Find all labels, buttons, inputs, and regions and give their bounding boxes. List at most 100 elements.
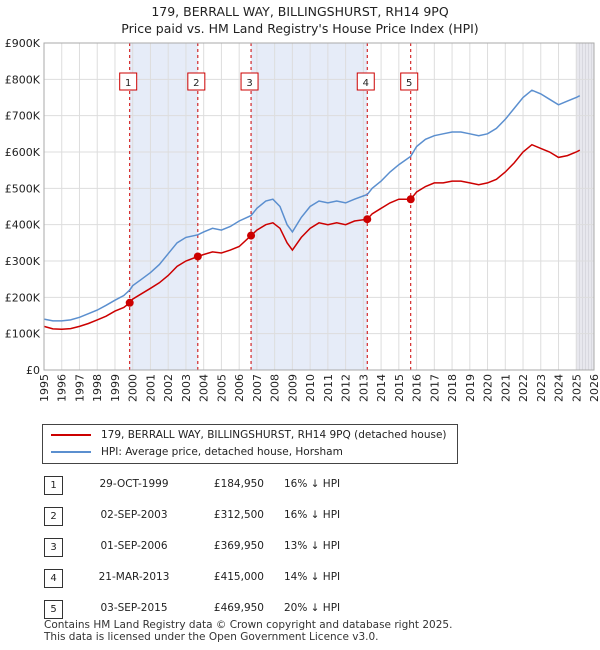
transaction-hpi: 13% ↓ HPI [284, 540, 341, 552]
table-row: 2 02-SEP-2003 £312,500 16% ↓ HPI [44, 503, 464, 534]
x-tick-label: 2025 [570, 374, 583, 402]
x-tick-label: 1998 [91, 374, 104, 402]
transaction-date: 02-SEP-2003 [100, 509, 168, 521]
table-row: 4 21-MAR-2013 £415,000 14% ↓ HPI [44, 565, 464, 596]
transaction-date: 03-SEP-2015 [100, 602, 168, 614]
chart-title: 179, BERRALL WAY, BILLINGSHURST, RH14 9P… [0, 3, 600, 37]
x-tick-label: 1997 [73, 374, 86, 402]
x-tick-label: 2016 [411, 374, 424, 402]
legend-label-property: 179, BERRALL WAY, BILLINGSHURST, RH14 9P… [101, 429, 447, 441]
transaction-hpi: 20% ↓ HPI [284, 602, 341, 614]
series-line [43, 89, 581, 322]
x-tick-label: 2010 [304, 374, 317, 402]
marker-label: 5 [406, 78, 412, 89]
x-tick-label: 2017 [428, 374, 441, 402]
y-tick-label: £100K [5, 328, 41, 341]
title-line-1: 179, BERRALL WAY, BILLINGSHURST, RH14 9P… [151, 4, 449, 19]
x-tick-label: 2003 [180, 374, 193, 402]
transaction-number: 4 [44, 569, 63, 588]
table-row: 1 29-OCT-1999 £184,950 16% ↓ HPI [44, 472, 464, 503]
y-tick-label: £600K [5, 146, 41, 159]
marker-label: 4 [363, 78, 369, 89]
transaction-hpi: 16% ↓ HPI [284, 509, 341, 521]
transaction-price: £415,000 [213, 571, 264, 583]
transaction-point [406, 195, 415, 204]
y-tick-label: £700K [5, 110, 41, 123]
x-tick-label: 2011 [322, 374, 335, 402]
legend-label-hpi: HPI: Average price, detached house, Hors… [101, 446, 343, 458]
transaction-date: 01-SEP-2006 [100, 540, 168, 552]
legend: 179, BERRALL WAY, BILLINGSHURST, RH14 9P… [42, 424, 458, 464]
price-chart: 1 2 3 4 5 £0 £100K £200K £300K £400K £500K £600K £70… [5, 37, 600, 402]
x-tick-label: 2020 [482, 374, 495, 402]
x-tick-label: 2007 [251, 374, 264, 402]
x-tick-label: 1996 [56, 374, 69, 402]
x-tick-label: 2024 [553, 374, 566, 402]
transaction-point [193, 252, 202, 261]
footer-line-1: Contains HM Land Registry data © Crown c… [44, 619, 453, 631]
transaction-date: 21-MAR-2013 [98, 571, 170, 583]
x-tick-label: 2000 [127, 374, 140, 402]
x-tick-label: 2026 [588, 374, 600, 402]
transaction-hpi: 14% ↓ HPI [284, 571, 341, 583]
x-tick-label: 2023 [535, 374, 548, 402]
table-row: 3 01-SEP-2006 £369,950 13% ↓ HPI [44, 534, 464, 565]
marker-box [240, 72, 259, 91]
x-tick-label: 2012 [340, 374, 353, 402]
marker-label: 2 [193, 78, 199, 89]
y-tick-label: £800K [5, 73, 41, 86]
x-tick-label: 2001 [144, 374, 157, 402]
y-tick-label: £900K [5, 37, 41, 50]
x-tick-label: 2021 [499, 374, 512, 402]
marker-box [187, 72, 206, 91]
transaction-point [125, 298, 134, 307]
marker-label: 1 [125, 78, 131, 89]
x-tick-label: 2009 [286, 374, 299, 402]
y-tick-label: £200K [5, 291, 41, 304]
transaction-number: 1 [44, 476, 63, 495]
x-tick-label: 2019 [464, 374, 477, 402]
x-tick-label: 2022 [517, 374, 530, 402]
y-tick-label: £400K [5, 219, 41, 232]
marker-box [356, 72, 375, 91]
transaction-number: 2 [44, 507, 63, 526]
transaction-price: £369,950 [213, 540, 264, 552]
y-tick-label: £0 [26, 364, 40, 377]
x-tick-label: 2005 [215, 374, 228, 402]
plot-border [43, 42, 595, 371]
transaction-price: £469,950 [213, 602, 264, 614]
x-tick-label: 2002 [162, 374, 175, 402]
legend-item-hpi: HPI: Average price, detached house, Hors… [51, 444, 343, 460]
x-tick-label: 2008 [269, 374, 282, 402]
footer-line-2: This data is licensed under the Open Gov… [44, 631, 379, 643]
y-tick-label: £500K [5, 182, 41, 195]
x-tick-label: 2013 [357, 374, 370, 402]
shaded-period [129, 43, 198, 370]
footer: Contains HM Land Registry data © Crown c… [44, 619, 452, 643]
transaction-point [363, 215, 372, 224]
x-tick-label: 1999 [109, 374, 122, 402]
marker-label: 3 [246, 78, 252, 89]
legend-swatch-hpi [51, 451, 91, 453]
title-line-2: Price paid vs. HM Land Registry's House … [121, 21, 479, 36]
transaction-date: 29-OCT-1999 [99, 478, 169, 490]
transactions-table: 1 29-OCT-1999 £184,950 16% ↓ HPI 2 02-SE… [44, 472, 464, 627]
legend-item-property: 179, BERRALL WAY, BILLINGSHURST, RH14 9P… [51, 427, 447, 443]
marker-box [119, 72, 138, 91]
transaction-number: 5 [44, 600, 63, 619]
transaction-price: £312,500 [213, 509, 264, 521]
table-row: 5 03-SEP-2015 £469,950 20% ↓ HPI [44, 596, 464, 627]
x-tick-label: 2006 [233, 374, 246, 402]
transaction-price: £184,950 [213, 478, 264, 490]
x-tick-label: 2004 [198, 374, 211, 402]
transaction-hpi: 16% ↓ HPI [284, 478, 341, 490]
y-tick-label: £300K [5, 255, 41, 268]
marker-box [400, 72, 419, 91]
legend-swatch-property [51, 434, 91, 436]
transaction-point [247, 231, 256, 240]
transaction-number: 3 [44, 538, 63, 557]
x-tick-label: 2018 [446, 374, 459, 402]
x-tick-label: 2015 [393, 374, 406, 402]
x-tick-label: 1995 [38, 374, 51, 402]
x-tick-label: 2014 [375, 374, 388, 402]
